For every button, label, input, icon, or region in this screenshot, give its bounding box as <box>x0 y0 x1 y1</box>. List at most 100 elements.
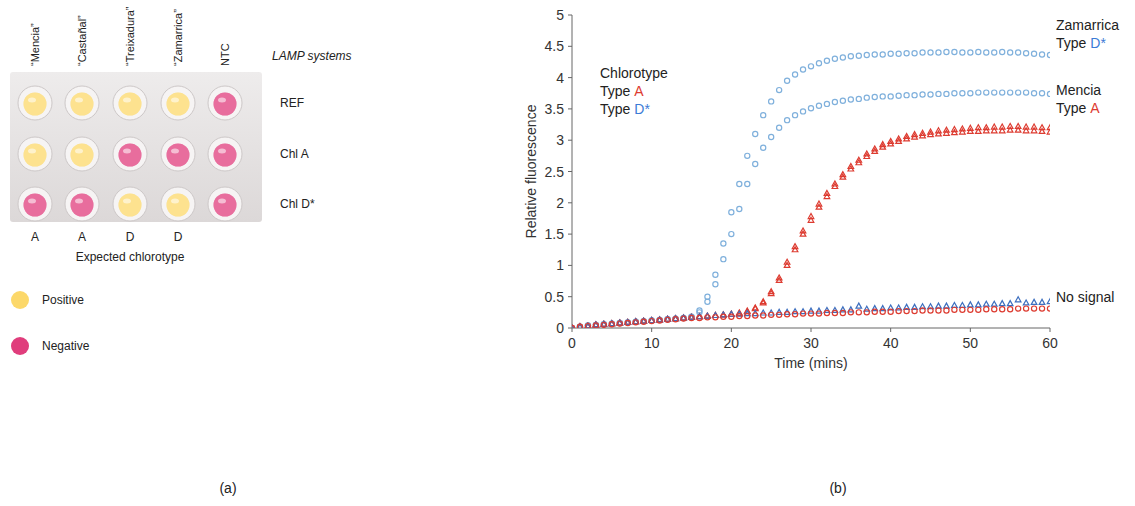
y-tick-label: 1 <box>556 257 564 273</box>
circle-marker <box>641 319 646 324</box>
expected-title: Expected chlorotype <box>76 250 185 264</box>
well-rim <box>18 137 52 171</box>
circle-marker <box>1024 306 1029 311</box>
circle-marker <box>976 307 981 312</box>
triangle-marker <box>1031 299 1037 304</box>
circle-marker <box>777 312 782 317</box>
triangle-marker <box>928 132 934 137</box>
well <box>208 187 242 221</box>
circle-marker <box>585 323 590 328</box>
circle-marker <box>840 310 845 315</box>
panel-label: (a) <box>219 480 236 496</box>
well <box>18 187 52 221</box>
y-tick <box>568 202 572 203</box>
circle-marker <box>992 307 997 312</box>
circle-marker <box>848 54 853 59</box>
panel-label: (b) <box>829 480 846 496</box>
well-fill <box>24 93 47 116</box>
circle-marker <box>593 322 598 327</box>
circle-marker <box>864 95 869 100</box>
triangle-marker <box>1047 129 1050 134</box>
y-tick <box>568 140 572 141</box>
triangle-marker <box>968 128 974 133</box>
y-tick-label: 0 <box>556 320 564 336</box>
well-sheen <box>71 194 94 217</box>
circle-marker <box>800 67 805 72</box>
circle-marker <box>824 310 829 315</box>
circle-marker <box>1039 306 1044 311</box>
circle-marker <box>1031 51 1036 56</box>
circle-marker <box>856 96 861 101</box>
circle-marker <box>904 93 909 98</box>
x-tick <box>811 328 812 332</box>
triangle-marker <box>856 160 862 165</box>
y-tick <box>568 15 572 16</box>
circle-marker <box>936 50 941 55</box>
well-sheen <box>214 194 237 217</box>
annotation-line: TypeA <box>1056 100 1100 116</box>
circle-marker <box>928 92 933 97</box>
well <box>113 86 147 120</box>
well-highlight <box>171 149 179 154</box>
circle-marker <box>753 131 758 136</box>
circle-marker <box>681 315 686 320</box>
circle-marker <box>689 315 694 320</box>
well-rim <box>208 187 242 221</box>
circle-marker <box>880 52 885 57</box>
circle-marker <box>808 106 813 111</box>
circle-marker <box>753 313 758 318</box>
circle-marker <box>729 314 734 319</box>
circle-marker <box>1016 306 1021 311</box>
triangle-marker <box>880 144 886 149</box>
circle-marker <box>729 210 734 215</box>
well-sheen <box>167 194 190 217</box>
circle-marker <box>745 314 750 319</box>
well <box>208 137 242 171</box>
circle-marker <box>992 50 997 55</box>
well-highlight <box>218 199 226 204</box>
circle-marker <box>800 109 805 114</box>
annotation-text: Chlorotype <box>600 65 668 81</box>
x-tick-label: 0 <box>568 335 576 351</box>
circle-marker <box>920 50 925 55</box>
circle-marker <box>681 316 686 321</box>
triangle-marker <box>792 247 798 252</box>
circle-marker <box>721 314 726 319</box>
triangle-marker <box>848 166 854 171</box>
y-tick-label: 4 <box>556 70 564 86</box>
triangle-marker <box>1007 127 1013 132</box>
circle-marker <box>968 50 973 55</box>
well-sheen <box>119 144 142 167</box>
circle-marker <box>1000 49 1005 54</box>
circle-marker <box>729 232 734 237</box>
well <box>161 187 195 221</box>
triangle-marker <box>832 184 838 189</box>
circle-marker <box>864 310 869 315</box>
x-axis-title: Time (mins) <box>774 355 847 371</box>
well-fill <box>167 144 190 167</box>
well-rim <box>65 86 99 120</box>
triangle-marker <box>912 134 918 139</box>
circle-marker <box>920 92 925 97</box>
circle-marker <box>625 320 630 325</box>
circle-marker <box>928 308 933 313</box>
circle-marker <box>976 49 981 54</box>
y-tick <box>568 108 572 109</box>
well-highlight <box>28 199 36 204</box>
well-fill <box>119 93 142 116</box>
circle-marker <box>1000 307 1005 312</box>
circle-marker <box>848 310 853 315</box>
y-tick-label: 2 <box>556 195 564 211</box>
triangle-marker <box>983 301 989 306</box>
circle-marker <box>705 315 710 320</box>
rows-title: LAMP systems <box>272 49 352 63</box>
x-tick <box>970 328 971 332</box>
key-label: Positive <box>42 293 84 307</box>
row-label: Chl D* <box>280 197 315 211</box>
circle-marker <box>777 88 782 93</box>
well-highlight <box>218 149 226 154</box>
circle-marker <box>832 310 837 315</box>
x-tick-label: 10 <box>644 335 660 351</box>
y-tick <box>568 265 572 266</box>
circle-marker <box>848 97 853 102</box>
